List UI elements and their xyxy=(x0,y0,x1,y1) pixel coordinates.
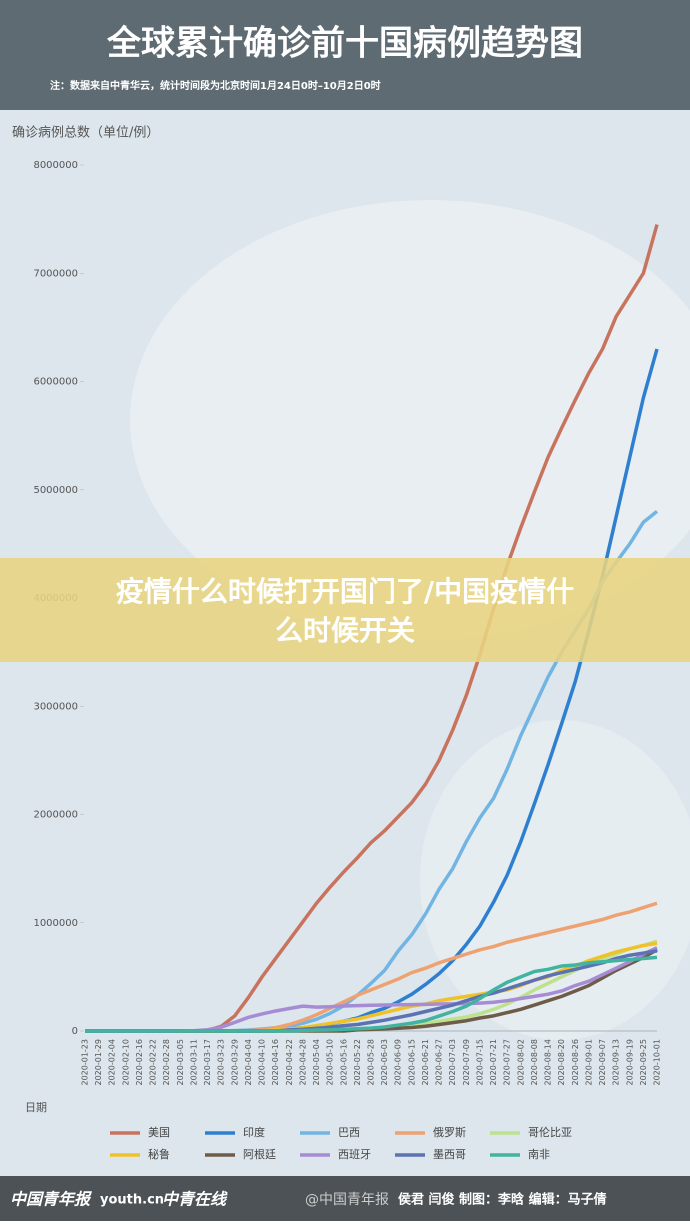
x-tick-label: 2020-05-22 xyxy=(353,1039,362,1086)
footer-watermark: @中国青年报 xyxy=(305,1192,389,1208)
x-tick-label: 2020-09-07 xyxy=(598,1039,607,1086)
x-tick-label: 2020-09-13 xyxy=(612,1039,621,1086)
legend-label: 美国 xyxy=(148,1126,170,1139)
x-tick-label: 2020-04-10 xyxy=(258,1039,267,1086)
title: 全球累计确诊前十国病例趋势图 xyxy=(106,24,583,64)
x-tick-label: 2020-05-10 xyxy=(326,1039,335,1086)
x-tick-label: 2020-03-23 xyxy=(217,1039,226,1086)
note: 注：数据来自中青华云，统计时间段为北京时间1月24日0时–10月2日0时 xyxy=(50,79,381,92)
x-tick-label: 2020-06-15 xyxy=(407,1039,416,1086)
x-tick-label: 2020-02-16 xyxy=(135,1039,144,1086)
x-tick-label: 2020-09-25 xyxy=(639,1039,648,1086)
x-tick-label: 2020-08-26 xyxy=(571,1039,580,1086)
x-tick-label: 2020-04-04 xyxy=(244,1039,253,1086)
banner xyxy=(0,558,690,662)
x-tick-label: 2020-08-08 xyxy=(530,1039,539,1086)
x-tick-label: 2020-04-16 xyxy=(271,1039,280,1086)
x-tick-label: 2020-07-09 xyxy=(462,1039,471,1086)
x-tick-label: 2020-03-05 xyxy=(176,1039,185,1086)
x-tick-label: 2020-07-27 xyxy=(503,1039,512,1086)
x-tick-label: 2020-05-16 xyxy=(339,1039,348,1086)
y-tick-label: 6000000 xyxy=(33,377,78,388)
y-tick-label: 1000000 xyxy=(33,918,78,929)
x-tick-label: 2020-09-01 xyxy=(584,1039,593,1086)
y-tick-label: 3000000 xyxy=(33,701,78,712)
header-bar xyxy=(0,0,690,110)
legend-label: 秘鲁 xyxy=(148,1147,170,1161)
x-tick-label: 2020-10-01 xyxy=(653,1039,662,1086)
map-shape xyxy=(130,200,690,640)
x-tick-label: 2020-08-14 xyxy=(544,1039,553,1086)
legend-label: 南非 xyxy=(528,1148,550,1161)
x-tick-label: 2020-05-28 xyxy=(367,1039,376,1086)
legend-label: 哥伦比亚 xyxy=(528,1125,572,1139)
x-tick-label: 2020-03-11 xyxy=(189,1039,198,1086)
x-tick-label: 2020-06-09 xyxy=(394,1039,403,1086)
x-tick-label: 2020-03-29 xyxy=(230,1039,239,1086)
plot: 0100000020000003000000400000050000006000… xyxy=(33,160,661,1086)
x-tick-label: 2020-07-21 xyxy=(489,1039,498,1086)
footer-credits: 侯君 闫俊 制图：李晗 编辑：马子倩 xyxy=(398,1192,607,1208)
x-tick-label: 2020-02-28 xyxy=(162,1039,171,1086)
x-tick-label: 2020-03-17 xyxy=(203,1039,212,1086)
legend-label: 阿根廷 xyxy=(243,1147,276,1161)
legend-label: 墨西哥 xyxy=(433,1148,466,1161)
y-axis-label: 确诊病例总数（单位/例） xyxy=(12,126,159,141)
footer-bar xyxy=(0,1176,690,1221)
legend-label: 西班牙 xyxy=(338,1148,371,1161)
x-tick-label: 2020-04-22 xyxy=(285,1039,294,1086)
legend-label: 印度 xyxy=(243,1125,265,1139)
x-axis-label: 日期 xyxy=(25,1101,47,1114)
y-tick-label: 2000000 xyxy=(33,810,78,821)
y-tick-label: 0 xyxy=(72,1026,78,1037)
footer-logo: 中国青年报 xyxy=(10,1190,92,1209)
x-tick-label: 2020-06-03 xyxy=(380,1039,389,1086)
legend-label: 俄罗斯 xyxy=(433,1126,466,1139)
x-tick-label: 2020-08-20 xyxy=(557,1039,566,1086)
x-tick-label: 2020-08-02 xyxy=(516,1039,525,1086)
x-tick-label: 2020-02-10 xyxy=(121,1039,130,1086)
footer-logo: 中青在线 xyxy=(162,1190,228,1209)
x-tick-label: 2020-06-21 xyxy=(421,1039,430,1086)
x-tick-label: 2020-07-15 xyxy=(475,1039,484,1086)
x-tick-label: 2020-02-22 xyxy=(149,1039,158,1086)
x-tick-label: 2020-04-28 xyxy=(298,1039,307,1086)
y-tick-label: 7000000 xyxy=(33,268,78,279)
x-tick-label: 2020-02-04 xyxy=(108,1039,117,1086)
x-tick-label: 2020-01-23 xyxy=(81,1039,90,1086)
x-tick-label: 2020-06-27 xyxy=(435,1039,444,1086)
footer-logo: youth.cn xyxy=(100,1193,164,1208)
x-tick-label: 2020-07-03 xyxy=(448,1039,457,1086)
x-tick-label: 2020-05-04 xyxy=(312,1039,321,1086)
x-tick-label: 2020-01-29 xyxy=(94,1039,103,1086)
series-line xyxy=(85,955,658,1033)
banner-text: 么时候开关 xyxy=(275,614,415,647)
banner-text: 疫情什么时候打开国门了/中国疫情什 xyxy=(116,575,574,608)
y-tick-label: 5000000 xyxy=(33,485,78,496)
legend-label: 巴西 xyxy=(338,1126,360,1139)
x-tick-label: 2020-09-19 xyxy=(625,1039,634,1086)
y-tick-label: 8000000 xyxy=(33,160,78,171)
